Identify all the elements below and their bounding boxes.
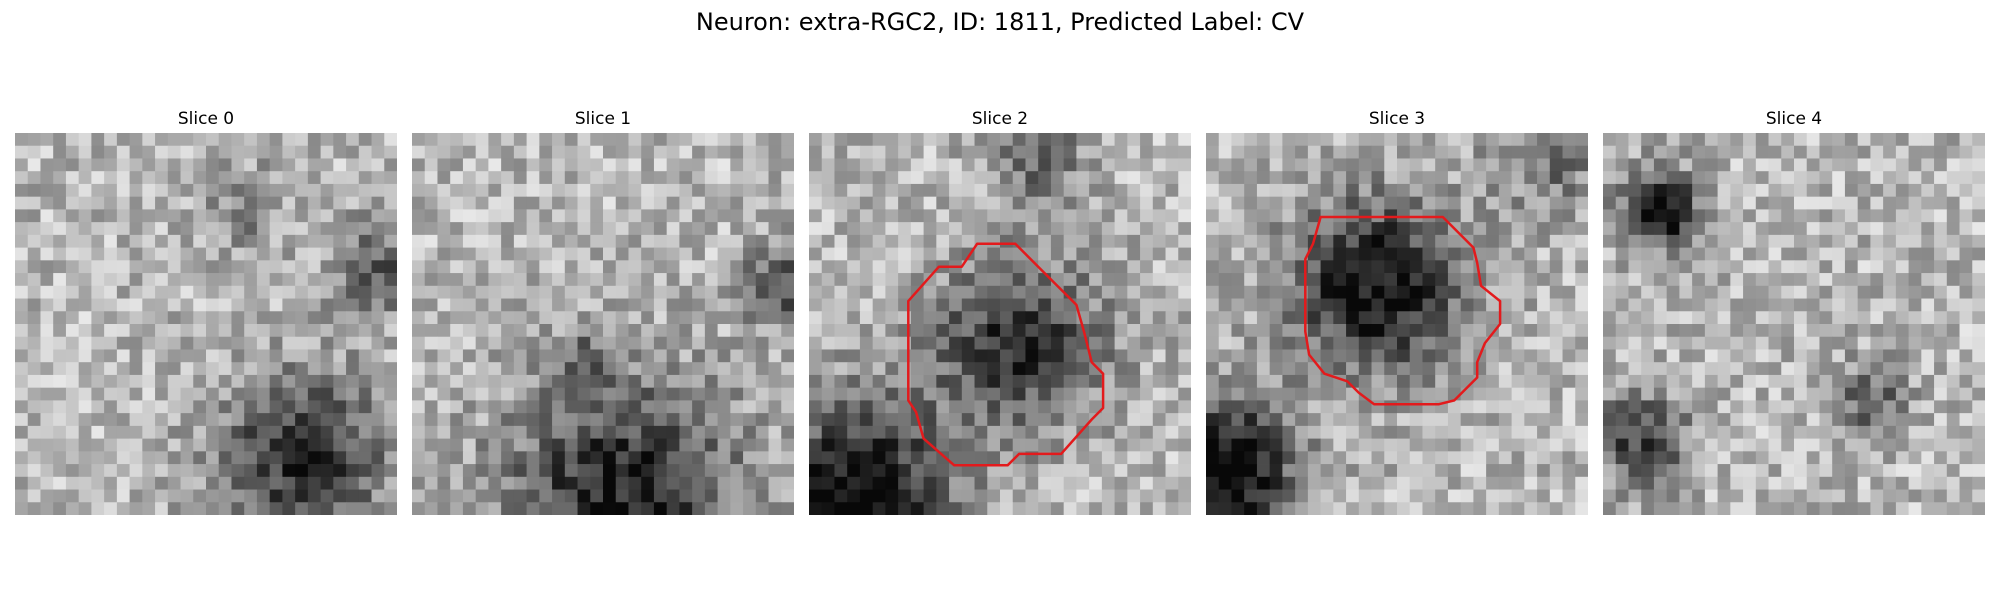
slice-panel-3: Slice 3 xyxy=(1206,109,1588,515)
cell-contour-3 xyxy=(1304,215,1502,406)
slice-panel-2: Slice 2 xyxy=(809,109,1191,515)
slice-image-2 xyxy=(809,133,1191,515)
slice-title-2: Slice 2 xyxy=(971,109,1029,129)
slice-image-0 xyxy=(15,133,397,515)
slice-title-0: Slice 0 xyxy=(177,109,235,129)
slice-panel-0: Slice 0 xyxy=(15,109,397,515)
slice-image-4 xyxy=(1603,133,1985,515)
slice-panel-4: Slice 4 xyxy=(1603,109,1985,515)
slice-panel-1: Slice 1 xyxy=(412,109,794,515)
slice-image-1 xyxy=(412,133,794,515)
slice-title-4: Slice 4 xyxy=(1765,109,1823,129)
figure-title: Neuron: extra-RGC2, ID: 1811, Predicted … xyxy=(695,8,1305,36)
cell-contour-2 xyxy=(907,242,1105,467)
slice-title-3: Slice 3 xyxy=(1368,109,1426,129)
slice-image-3 xyxy=(1206,133,1588,515)
slice-title-1: Slice 1 xyxy=(574,109,632,129)
